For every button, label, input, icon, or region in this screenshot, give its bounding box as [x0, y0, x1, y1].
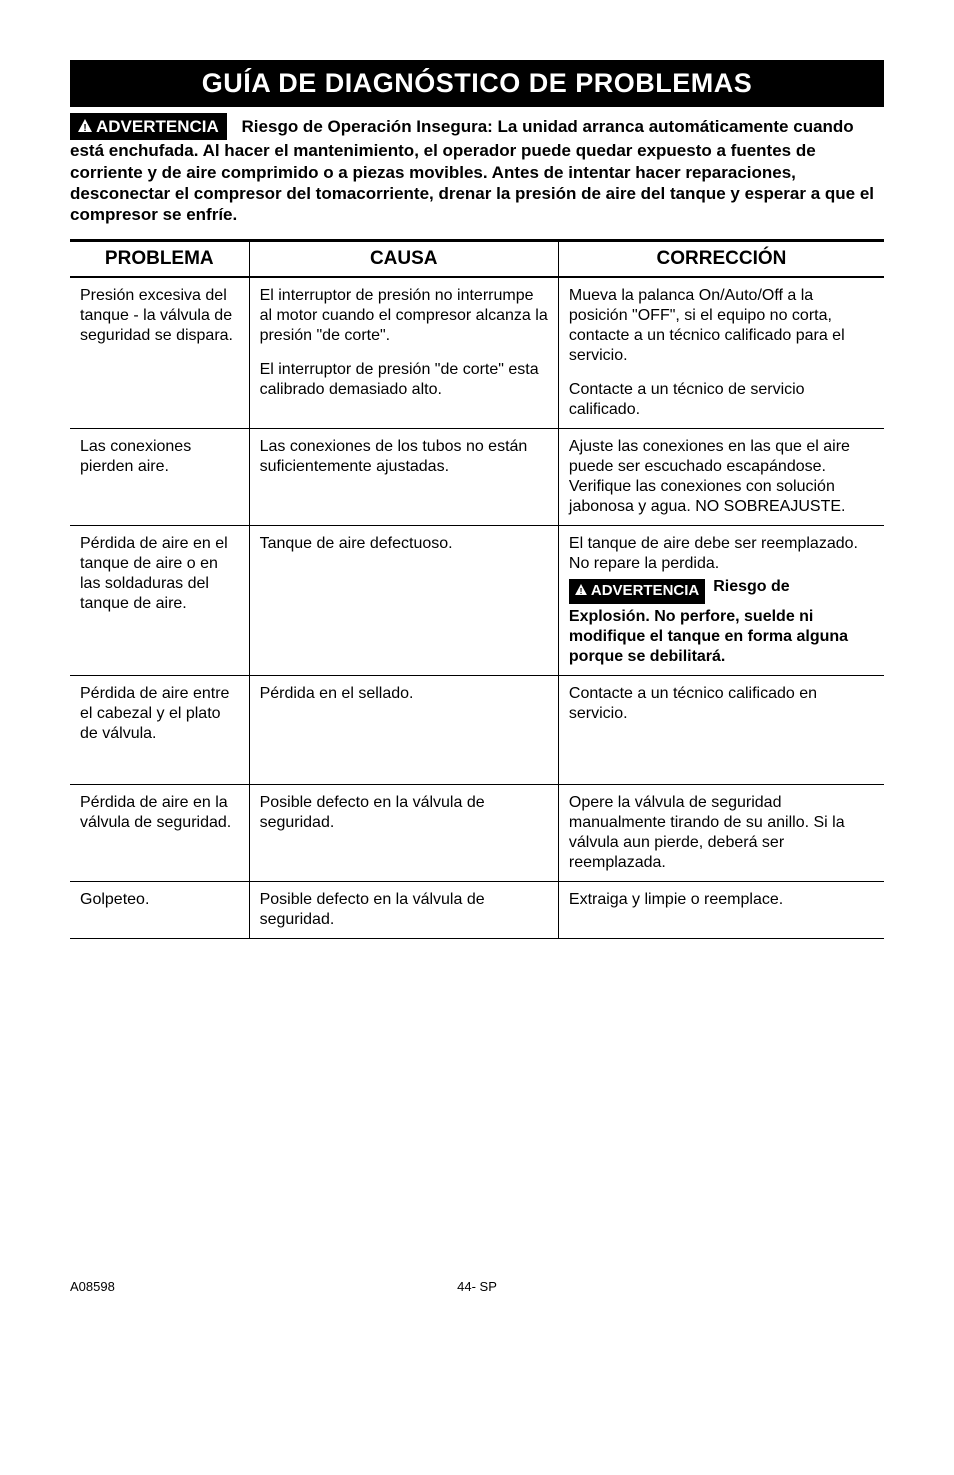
svg-text:!: !	[579, 586, 582, 595]
svg-text:!: !	[83, 123, 86, 132]
header-correccion: CORRECCIÓN	[558, 241, 884, 278]
corr-top: El tanque de aire debe ser reemplazado. …	[569, 534, 874, 574]
header-problema: PROBLEMA	[70, 241, 249, 278]
page-number: 44- SP	[115, 1279, 839, 1294]
cell-problema: Presión excesiva del tanque - la válvula…	[70, 277, 249, 429]
cell-problema: Golpeteo.	[70, 882, 249, 939]
intro-paragraph: ! ADVERTENCIA Riesgo de Operación Insegu…	[70, 113, 884, 225]
cell-correccion: Ajuste las conexiones en las que el aire…	[558, 429, 884, 526]
header-causa: CAUSA	[249, 241, 558, 278]
cell-problema: Pérdida de aire en el tanque de aire o e…	[70, 526, 249, 676]
cause-para-1: El interruptor de presión no interrumpe …	[260, 286, 548, 346]
cell-causa: Las conexiones de los tubos no están suf…	[249, 429, 558, 526]
cell-causa: El interruptor de presión no interrumpe …	[249, 277, 558, 429]
inline-warning-label: ADVERTENCIA	[591, 582, 699, 601]
cell-causa: Posible defecto en la válvula de segurid…	[249, 785, 558, 882]
riesgo-text: Riesgo de	[713, 579, 789, 596]
page-title: GUÍA DE DIAGNÓSTICO DE PROBLEMAS	[70, 60, 884, 107]
corr-bold: Explosión. No perfore, suelde ni modifiq…	[569, 608, 848, 665]
warning-triangle-icon: !	[78, 116, 92, 137]
intro-line-2: desconectar el compresor del tomacorrien…	[70, 184, 874, 224]
page-footer: A08598 44- SP A08598	[70, 1279, 884, 1294]
inline-warning-badge: ! ADVERTENCIA	[569, 579, 705, 604]
cell-problema: Las conexiones pierden aire.	[70, 429, 249, 526]
cell-correccion: El tanque de aire debe ser reemplazado. …	[558, 526, 884, 676]
table-row: Pérdida de aire entre el cabezal y el pl…	[70, 676, 884, 785]
table-header-row: PROBLEMA CAUSA CORRECCIÓN	[70, 241, 884, 278]
inline-warning-row: ! ADVERTENCIA Riesgo de	[569, 579, 874, 604]
warning-triangle-icon: !	[575, 582, 587, 601]
cell-correccion: Extraiga y limpie o reemplace.	[558, 882, 884, 939]
corr-para-2: Contacte a un técnico de servicio califi…	[569, 380, 874, 420]
table-row: Pérdida de aire en el tanque de aire o e…	[70, 526, 884, 676]
warning-badge-label: ADVERTENCIA	[96, 116, 219, 137]
troubleshooting-table: PROBLEMA CAUSA CORRECCIÓN Presión excesi…	[70, 239, 884, 939]
cell-problema: Pérdida de aire entre el cabezal y el pl…	[70, 676, 249, 785]
cell-causa: Tanque de aire defectuoso.	[249, 526, 558, 676]
table-row: Pérdida de aire en la válvula de segurid…	[70, 785, 884, 882]
table-row: Las conexiones pierden aire. Las conexio…	[70, 429, 884, 526]
cell-correccion: Contacte a un técnico calificado en serv…	[558, 676, 884, 785]
cell-causa: Posible defecto en la válvula de segurid…	[249, 882, 558, 939]
table-row: Golpeteo. Posible defecto en la válvula …	[70, 882, 884, 939]
cell-correccion: Mueva la palanca On/Auto/Off a la posici…	[558, 277, 884, 429]
cell-correccion: Opere la válvula de seguridad manualment…	[558, 785, 884, 882]
corr-para-1: Mueva la palanca On/Auto/Off a la posici…	[569, 286, 874, 366]
cell-problema: Pérdida de aire en la válvula de segurid…	[70, 785, 249, 882]
doc-number: A08598	[70, 1279, 115, 1294]
cell-causa: Pérdida en el sellado.	[249, 676, 558, 785]
warning-badge: ! ADVERTENCIA	[70, 113, 227, 140]
table-row: Presión excesiva del tanque - la válvula…	[70, 277, 884, 429]
cause-para-2: El interruptor de presión "de corte" est…	[260, 360, 548, 400]
